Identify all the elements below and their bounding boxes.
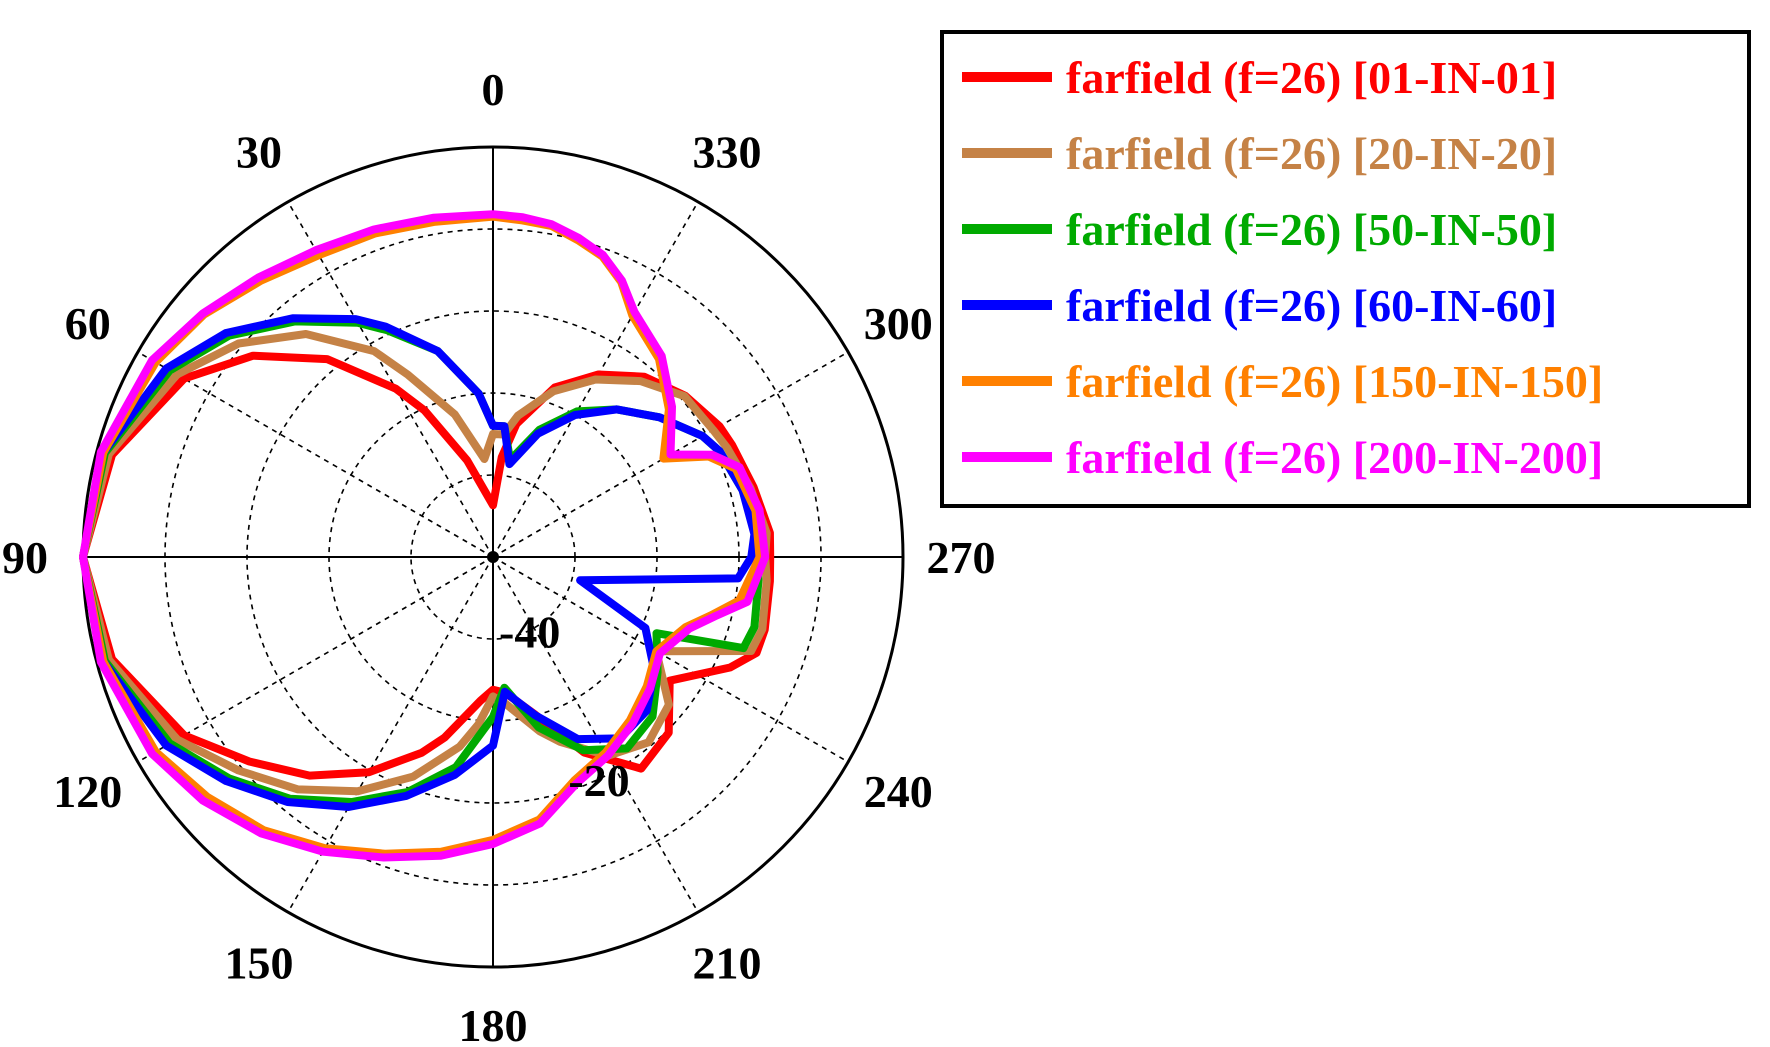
polar-grid <box>81 145 905 969</box>
angle-label-240: 240 <box>864 766 933 817</box>
legend-label-2: farfield (f=26) [20-IN-20] <box>1066 128 1557 179</box>
angle-label-330: 330 <box>693 127 762 178</box>
angle-label-30: 30 <box>236 127 282 178</box>
spoke-300 <box>492 351 849 558</box>
angle-label-0: 0 <box>482 64 505 115</box>
legend-label-5: farfield (f=26) [150-IN-150] <box>1066 356 1603 407</box>
angle-label-150: 150 <box>225 937 294 988</box>
legend-label-3: farfield (f=26) [50-IN-50] <box>1066 204 1557 255</box>
angle-label-210: 210 <box>693 937 762 988</box>
series-line-1 <box>79 351 775 780</box>
radial-label-20: -20 <box>568 755 629 806</box>
series-line-6 <box>79 210 770 862</box>
angle-label-90: 90 <box>2 532 48 583</box>
radial-label-40: -40 <box>499 606 560 657</box>
angle-label-270: 270 <box>927 532 996 583</box>
legend-label-1: farfield (f=26) [01-IN-01] <box>1066 52 1557 103</box>
spoke-240 <box>492 556 849 763</box>
spoke-30 <box>287 201 494 558</box>
series-group <box>79 210 775 862</box>
angle-label-60: 60 <box>65 298 111 349</box>
angle-label-300: 300 <box>864 298 933 349</box>
spoke-330 <box>492 201 699 558</box>
legend-box <box>940 30 1751 508</box>
spoke-210 <box>492 556 699 913</box>
spoke-120 <box>137 556 494 763</box>
axis-labels: 0 30 60 90 120 150 180 210 240 270 300 330 -40 -20 <box>2 64 996 1047</box>
legend: farfield (f=26) [01-IN-01] farfield (f=26… <box>940 30 1751 508</box>
spoke-60 <box>137 351 494 558</box>
angle-label-120: 120 <box>53 766 122 817</box>
angle-label-180: 180 <box>459 1000 528 1047</box>
legend-label-4: farfield (f=26) [60-IN-60] <box>1066 280 1557 331</box>
legend-label-6: farfield (f=26) [200-IN-200] <box>1066 432 1603 483</box>
center-dot <box>487 551 499 563</box>
